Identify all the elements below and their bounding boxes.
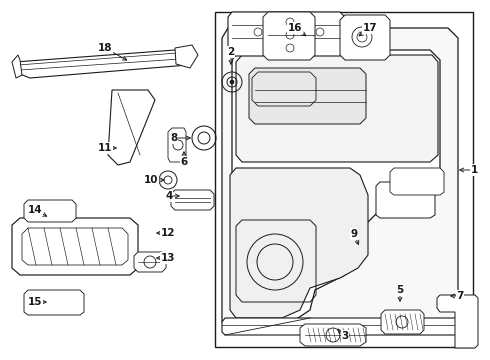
- Polygon shape: [24, 290, 84, 315]
- Polygon shape: [15, 50, 188, 78]
- Polygon shape: [12, 218, 138, 275]
- Polygon shape: [222, 28, 458, 330]
- Polygon shape: [390, 168, 444, 195]
- Bar: [215, 12, 473, 347]
- Polygon shape: [340, 15, 390, 60]
- Text: 6: 6: [180, 157, 188, 167]
- Polygon shape: [134, 252, 166, 272]
- Polygon shape: [232, 50, 440, 320]
- Polygon shape: [222, 318, 458, 335]
- Polygon shape: [230, 168, 368, 318]
- Polygon shape: [12, 55, 22, 78]
- Polygon shape: [437, 295, 478, 348]
- Polygon shape: [108, 90, 155, 165]
- Text: 16: 16: [288, 23, 302, 33]
- Text: 13: 13: [161, 253, 175, 263]
- Circle shape: [230, 80, 234, 84]
- Polygon shape: [24, 200, 76, 222]
- Text: 15: 15: [28, 297, 42, 307]
- Text: 14: 14: [28, 205, 42, 215]
- Text: 5: 5: [396, 285, 404, 295]
- Polygon shape: [228, 12, 345, 56]
- Polygon shape: [300, 324, 366, 346]
- Text: 1: 1: [470, 165, 478, 175]
- Polygon shape: [381, 310, 424, 334]
- Polygon shape: [249, 68, 366, 124]
- Text: 7: 7: [456, 291, 464, 301]
- Polygon shape: [236, 55, 438, 162]
- Text: 8: 8: [171, 133, 178, 143]
- Text: 18: 18: [98, 43, 112, 53]
- Text: 12: 12: [161, 228, 175, 238]
- Text: 10: 10: [144, 175, 158, 185]
- Polygon shape: [376, 182, 435, 218]
- Text: 17: 17: [363, 23, 377, 33]
- Text: 11: 11: [98, 143, 112, 153]
- Polygon shape: [168, 128, 186, 162]
- Text: 9: 9: [350, 229, 358, 239]
- Text: 4: 4: [165, 191, 172, 201]
- Polygon shape: [263, 12, 315, 60]
- Text: 2: 2: [227, 47, 235, 57]
- Polygon shape: [171, 190, 214, 210]
- Text: 3: 3: [342, 331, 348, 341]
- Polygon shape: [175, 45, 198, 68]
